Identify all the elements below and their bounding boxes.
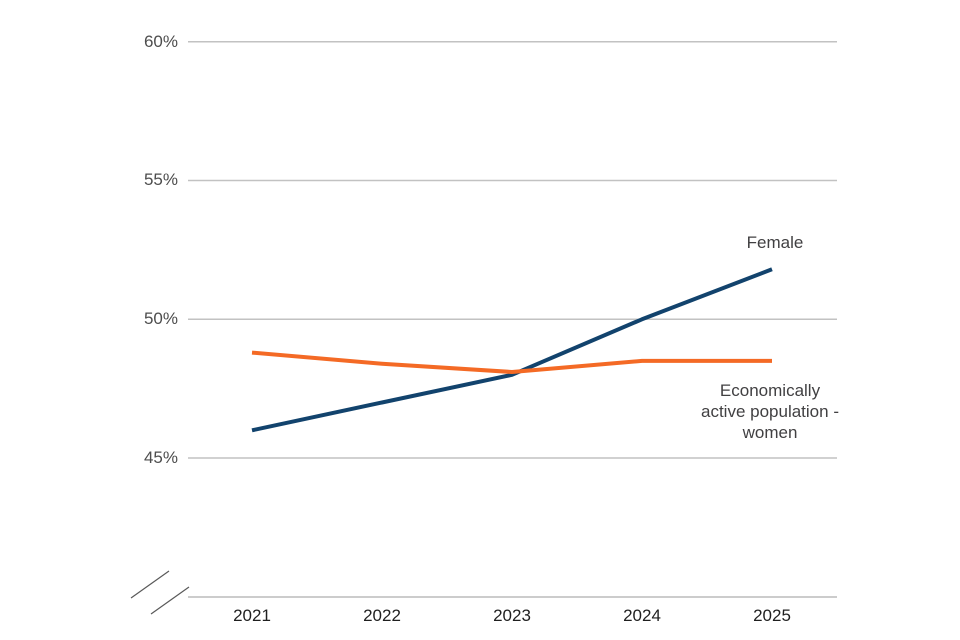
y-axis-tick-label: 60% bbox=[143, 32, 178, 51]
y-axis-tick-label: 55% bbox=[143, 170, 178, 189]
x-axis-tick-label: 2022 bbox=[363, 606, 401, 625]
series-line-eap-women bbox=[251, 350, 772, 374]
x-axis-tick-label: 2021 bbox=[233, 606, 271, 625]
x-axis-tick-label: 2025 bbox=[753, 606, 791, 625]
x-axis-tick-label: 2024 bbox=[623, 606, 661, 625]
axis-break-slash bbox=[130, 570, 170, 599]
series-label-female: Female bbox=[746, 233, 804, 252]
y-axis-tick-label: 45% bbox=[143, 448, 178, 467]
axis-break-slash bbox=[150, 586, 190, 615]
x-axis-tick-label: 2023 bbox=[493, 606, 531, 625]
axis-break-icon bbox=[130, 570, 190, 615]
y-axis-tick-label: 50% bbox=[143, 309, 178, 328]
series-line-female bbox=[251, 267, 773, 433]
series-label-eap-women: Economically active population - women bbox=[701, 381, 839, 442]
series-layer bbox=[251, 267, 773, 433]
